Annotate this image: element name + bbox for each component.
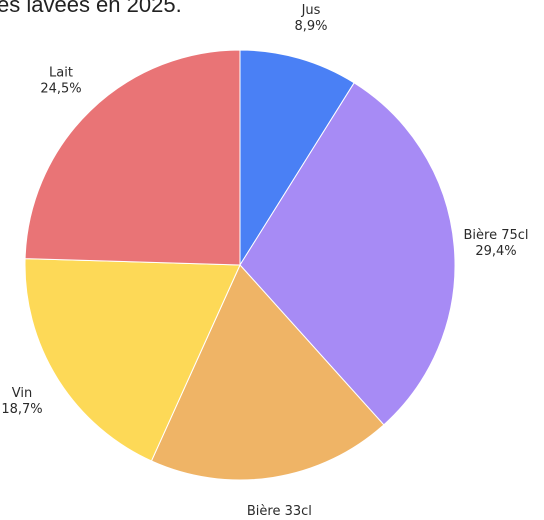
slice-label-value-4: 24,5%	[40, 82, 81, 97]
slice-label-value-3: 18,7%	[1, 402, 42, 417]
pie-slice-4	[24, 49, 241, 266]
slice-label-0: Jus 8,9%	[294, 3, 327, 34]
pie-slice-2	[150, 264, 385, 481]
slice-label-1: Bière 75cl 29,4%	[463, 228, 528, 259]
chart-title: es lavées en 2025.	[0, 0, 182, 17]
slice-label-4: Lait 24,5%	[40, 66, 81, 97]
slice-label-3: Vin 18,7%	[1, 386, 42, 417]
pie-slice-0	[239, 49, 355, 267]
pie-slice-1	[239, 82, 456, 426]
slice-label-name-0: Jus	[301, 3, 321, 18]
slice-label-name-4: Lait	[49, 66, 73, 81]
slice-label-name-1: Bière 75cl	[463, 228, 528, 243]
slice-label-value-0: 8,9%	[294, 19, 327, 34]
pie-slice-3	[24, 258, 241, 462]
slice-label-2: Bière 33cl18,4%	[247, 504, 312, 520]
slice-label-value-1: 29,4%	[475, 244, 516, 259]
slice-label-name-3: Vin	[12, 386, 32, 401]
slice-label-name-2: Bière 33cl	[247, 504, 312, 519]
